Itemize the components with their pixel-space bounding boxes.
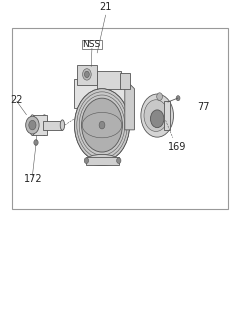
Bar [77, 65, 97, 85]
Circle shape [117, 158, 121, 164]
Bar [12, 28, 228, 209]
Circle shape [141, 94, 174, 137]
Circle shape [84, 158, 89, 164]
Circle shape [83, 69, 91, 80]
Bar [43, 121, 62, 130]
Text: 77: 77 [197, 102, 209, 112]
Circle shape [157, 93, 162, 100]
Bar [164, 101, 170, 130]
Circle shape [34, 140, 38, 145]
Circle shape [99, 121, 105, 129]
FancyBboxPatch shape [82, 41, 102, 49]
Ellipse shape [86, 155, 118, 165]
Polygon shape [74, 79, 125, 108]
Circle shape [84, 71, 89, 77]
Bar [120, 73, 130, 89]
Ellipse shape [60, 120, 65, 130]
Circle shape [82, 98, 122, 152]
Polygon shape [125, 79, 134, 130]
Bar [86, 157, 119, 165]
Circle shape [144, 100, 168, 132]
Bar [32, 115, 47, 135]
Text: 21: 21 [99, 2, 112, 12]
Circle shape [26, 116, 39, 134]
Circle shape [176, 96, 180, 101]
Text: 172: 172 [24, 174, 43, 184]
Circle shape [29, 120, 36, 130]
Circle shape [74, 89, 130, 162]
Ellipse shape [29, 115, 36, 135]
Ellipse shape [41, 115, 47, 135]
Circle shape [150, 110, 164, 128]
Bar [97, 71, 121, 89]
Text: NSS: NSS [83, 40, 101, 49]
Text: 169: 169 [168, 142, 186, 152]
Text: 22: 22 [10, 95, 23, 105]
